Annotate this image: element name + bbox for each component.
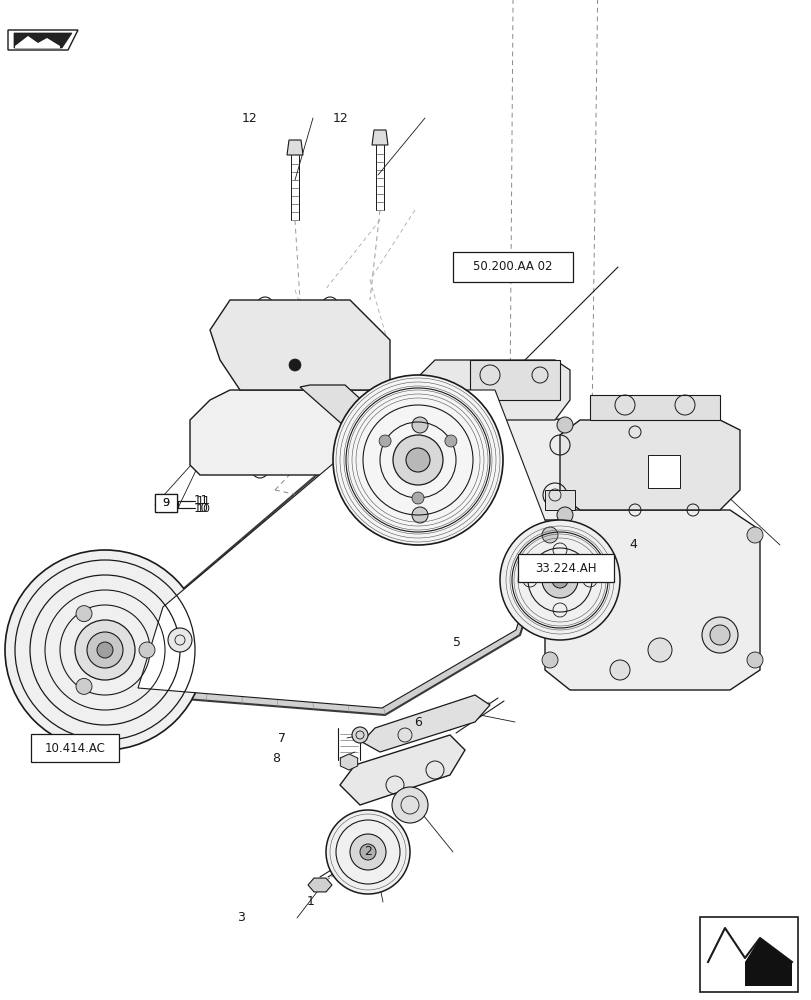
Circle shape	[379, 435, 391, 447]
Polygon shape	[744, 938, 791, 986]
Polygon shape	[8, 30, 78, 50]
Circle shape	[556, 507, 573, 523]
Text: 50.200.AA 02: 50.200.AA 02	[473, 260, 552, 273]
Text: 9: 9	[162, 498, 169, 508]
Circle shape	[350, 834, 385, 870]
Circle shape	[702, 617, 737, 653]
Circle shape	[392, 787, 427, 823]
Circle shape	[76, 606, 92, 622]
Circle shape	[541, 562, 577, 598]
Polygon shape	[307, 878, 332, 892]
Circle shape	[168, 628, 191, 652]
Bar	[155, 494, 177, 512]
Circle shape	[97, 642, 113, 658]
Text: 7: 7	[277, 731, 285, 744]
Circle shape	[393, 435, 443, 485]
Circle shape	[411, 492, 423, 504]
Polygon shape	[210, 300, 389, 410]
Circle shape	[351, 727, 367, 743]
Circle shape	[406, 448, 430, 472]
Polygon shape	[15, 36, 60, 48]
Polygon shape	[299, 385, 400, 445]
Circle shape	[139, 642, 155, 658]
Polygon shape	[371, 130, 388, 145]
Text: 11: 11	[197, 496, 211, 506]
Circle shape	[647, 638, 672, 662]
Polygon shape	[647, 455, 679, 488]
Polygon shape	[560, 420, 739, 510]
Text: 10.414.AC: 10.414.AC	[45, 741, 105, 754]
Circle shape	[289, 359, 301, 371]
Circle shape	[255, 466, 264, 474]
Circle shape	[746, 527, 762, 543]
Bar	[470, 360, 560, 400]
Circle shape	[746, 652, 762, 668]
Polygon shape	[624, 425, 699, 520]
Bar	[544, 490, 574, 510]
Circle shape	[709, 625, 729, 645]
Circle shape	[444, 435, 457, 447]
Bar	[155, 494, 177, 512]
Bar	[453, 252, 573, 282]
Circle shape	[551, 572, 568, 588]
Polygon shape	[400, 410, 590, 520]
Text: 3: 3	[237, 911, 245, 924]
Circle shape	[541, 652, 557, 668]
Circle shape	[609, 660, 629, 680]
Text: 12: 12	[333, 112, 348, 125]
Bar	[699, 917, 797, 992]
Polygon shape	[340, 754, 357, 770]
Polygon shape	[14, 33, 72, 48]
Circle shape	[411, 417, 427, 433]
Text: 2: 2	[363, 845, 371, 858]
Polygon shape	[286, 140, 303, 155]
Polygon shape	[362, 695, 489, 752]
Text: 33.224.AH: 33.224.AH	[534, 562, 596, 574]
Text: 1: 1	[307, 896, 315, 908]
Polygon shape	[135, 378, 554, 715]
Circle shape	[75, 620, 135, 680]
Circle shape	[87, 632, 122, 668]
Text: 11: 11	[194, 494, 208, 508]
Circle shape	[5, 550, 204, 750]
Text: 6: 6	[414, 715, 422, 728]
Bar	[517, 554, 613, 582]
Text: 12: 12	[242, 112, 257, 125]
Circle shape	[76, 678, 92, 694]
Text: 10: 10	[197, 504, 211, 514]
Circle shape	[325, 810, 410, 894]
Polygon shape	[544, 510, 759, 690]
Polygon shape	[138, 390, 547, 708]
Circle shape	[556, 417, 573, 433]
Circle shape	[359, 844, 375, 860]
Polygon shape	[340, 735, 465, 805]
Circle shape	[541, 527, 557, 543]
Text: 8: 8	[272, 752, 280, 764]
Polygon shape	[419, 360, 569, 420]
Polygon shape	[190, 390, 400, 475]
Text: 10: 10	[194, 502, 208, 516]
Circle shape	[411, 507, 427, 523]
Text: 5: 5	[453, 636, 461, 648]
Text: 4: 4	[629, 538, 637, 552]
Circle shape	[500, 520, 620, 640]
Circle shape	[333, 375, 502, 545]
Bar	[590, 395, 719, 420]
Text: 9: 9	[162, 498, 169, 508]
Bar	[31, 734, 118, 762]
